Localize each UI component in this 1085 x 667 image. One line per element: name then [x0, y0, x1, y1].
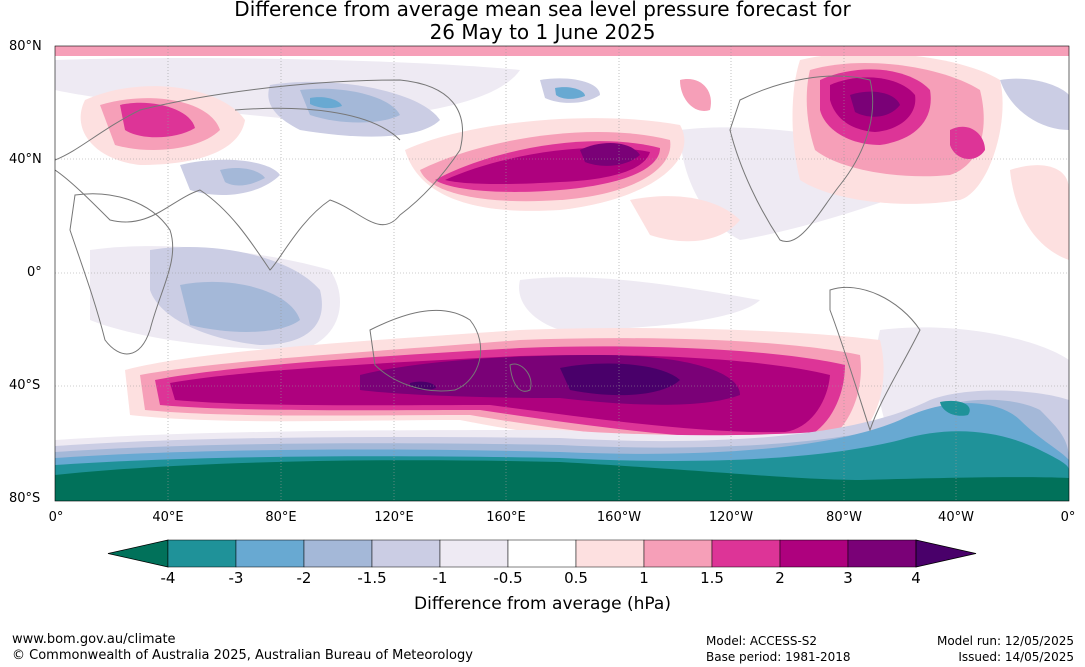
lat-label-0: 0° [27, 265, 42, 280]
colorbar-bin [507, 539, 577, 568]
lat-label-40s: 40°S [9, 378, 41, 393]
colorbar-tick-label: 0.5 [564, 569, 588, 587]
lon-label-80e: 80°E [265, 510, 297, 525]
footer-left: www.bom.gov.au/climate © Commonwealth of… [12, 632, 473, 664]
colorbar-extend-low [107, 539, 169, 568]
footer-copyright: © Commonwealth of Australia 2025, Austra… [12, 648, 473, 663]
colorbar-bin [235, 539, 305, 568]
lon-label-160e: 160°E [486, 510, 526, 525]
chart-title-line1: Difference from average mean sea level p… [234, 0, 851, 21]
anomaly-field [55, 46, 1069, 501]
colorbar-tick-label: -4 [160, 569, 176, 587]
lon-label-120w: 120°W [708, 510, 754, 525]
colorbar-label: Difference from average (hPa) [414, 594, 671, 614]
colorbar-extend-high [915, 539, 977, 568]
colorbar-tick-label: 1.5 [700, 569, 724, 587]
lon-label-160w: 160°W [596, 510, 642, 525]
footer-issued: Issued: 14/05/2025 [958, 650, 1074, 664]
colorbar-tick-label: -0.5 [493, 569, 523, 587]
graticule [55, 46, 1069, 501]
colorbar-bin [439, 539, 509, 568]
colorbar-bin [303, 539, 373, 568]
colorbar-bin [371, 539, 441, 568]
lon-label-120e: 120°E [374, 510, 414, 525]
footer-right: Model run: 12/05/2025 Issued: 14/05/2025 [937, 633, 1074, 665]
lon-label-40e: 40°E [152, 510, 184, 525]
footer-website: www.bom.gov.au/climate [12, 632, 176, 647]
colorbar-bin [779, 539, 849, 568]
footer-middle: Model: ACCESS-S2 Base period: 1981-2018 [706, 633, 851, 665]
chart-title-line2: 26 May to 1 June 2025 [429, 20, 656, 44]
lat-label-80n: 80°N [9, 39, 42, 54]
footer-base-period: Base period: 1981-2018 [706, 650, 851, 664]
colorbar-tick-label: -1.5 [357, 569, 387, 587]
footer-model: Model: ACCESS-S2 [706, 634, 818, 648]
colorbar-tick-label: 3 [843, 569, 853, 587]
lon-label-80w: 80°W [826, 510, 862, 525]
colorbar-bin [711, 539, 781, 568]
colorbar-tick-label: 2 [775, 569, 785, 587]
colorbar-tick-label: -2 [296, 569, 312, 587]
colorbar-bin [575, 539, 645, 568]
lat-label-80s: 80°S [9, 491, 41, 506]
colorbar-bin [643, 539, 713, 568]
colorbar-tick-label: 1 [639, 569, 649, 587]
lat-label-40n: 40°N [9, 152, 42, 167]
colorbar-tick-label: 4 [911, 569, 921, 587]
lon-label-0-right: 0° [1060, 510, 1076, 525]
lon-label-40w: 40°W [938, 510, 974, 525]
colorbar-bin [167, 539, 237, 568]
colorbar-tick-label: -3 [228, 569, 244, 587]
footer-model-run: Model run: 12/05/2025 [936, 634, 1074, 648]
colorbar-bin [847, 539, 917, 568]
colorbar-tick-label: -1 [432, 569, 448, 587]
lon-label-0-left: 0° [48, 510, 64, 525]
